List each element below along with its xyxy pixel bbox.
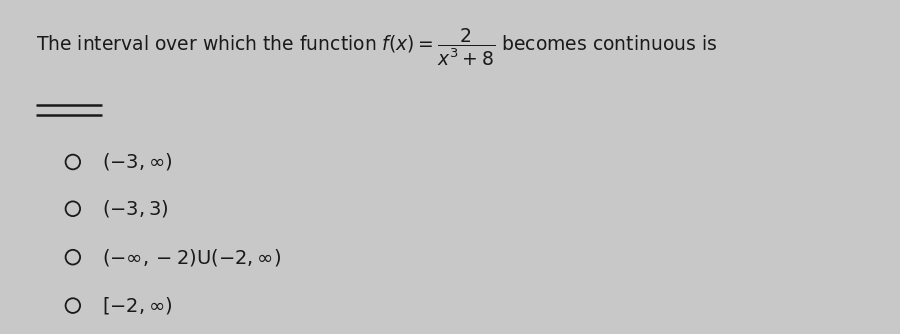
Text: $(-\infty, -2)\mathrm{U}(-2, \infty)$: $(-\infty, -2)\mathrm{U}(-2, \infty)$ bbox=[102, 247, 281, 268]
Text: $(-3, 3)$: $(-3, 3)$ bbox=[102, 198, 169, 219]
Text: $(-3, \infty)$: $(-3, \infty)$ bbox=[102, 152, 173, 172]
Text: $[-2, \infty)$: $[-2, \infty)$ bbox=[102, 295, 173, 316]
Text: The interval over which the function $f(x)=\dfrac{2}{x^3+8}$ becomes continuous : The interval over which the function $f(… bbox=[35, 27, 717, 68]
